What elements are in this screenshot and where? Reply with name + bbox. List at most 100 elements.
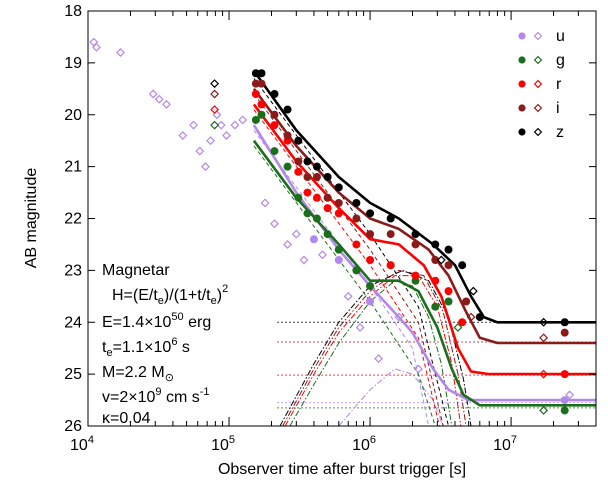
annotation-opacity: κ=0.04	[102, 410, 151, 427]
data-point-z	[411, 230, 420, 239]
data-point-r	[411, 271, 420, 280]
legend-label-z: z	[556, 124, 564, 141]
data-point-u	[560, 396, 569, 405]
data-point-z	[251, 69, 260, 78]
data-point-open-u	[195, 146, 205, 156]
data-point-open-u	[92, 42, 102, 52]
y-axis-label: AB magnitude	[23, 168, 40, 269]
data-point-g	[294, 193, 303, 202]
annotation-velocity: v=2×109 cm s-1	[102, 386, 210, 406]
annotation-model-name: Magnetar	[102, 262, 170, 279]
data-point-z	[312, 162, 321, 171]
data-point-open-u	[230, 120, 240, 130]
data-point-g	[431, 302, 440, 311]
model-curve-r	[252, 103, 596, 376]
y-tick-label: 26	[64, 418, 82, 435]
data-point-open-r	[539, 369, 549, 379]
data-point-g	[270, 147, 279, 156]
data-point-open-u	[189, 120, 198, 130]
kilonova-curve-r	[284, 275, 462, 426]
data-point-open-u	[206, 136, 216, 146]
data-point-open-u	[162, 99, 171, 109]
data-point-open-z	[539, 317, 549, 327]
y-tick-label: 23	[64, 262, 82, 279]
data-point-open-u	[299, 255, 309, 265]
data-point-z	[560, 318, 569, 327]
y-tick-label: 25	[64, 366, 82, 383]
data-point-open-u	[374, 354, 384, 364]
annotation-ejecta-mass: M=2.2 M⊙	[102, 364, 174, 384]
x-tick-label: 106	[352, 434, 376, 454]
data-point-open-u	[283, 239, 293, 249]
data-point-open-i	[210, 89, 220, 99]
kilonova-curve-u	[338, 368, 444, 426]
legend-open-marker-z	[533, 127, 543, 137]
data-point-open-u	[148, 89, 158, 99]
afterglow-curve-u	[253, 130, 430, 426]
x-axis-label: Observer time after burst trigger [s]	[218, 461, 466, 478]
data-point-u	[309, 235, 318, 244]
legend-label-i: i	[556, 100, 560, 117]
data-point-open-g	[453, 322, 463, 332]
data-point-i	[411, 240, 420, 249]
model-curve-g	[252, 139, 596, 407]
data-point-z	[475, 313, 484, 322]
data-point-open-g	[539, 405, 549, 415]
data-point-i	[386, 230, 395, 239]
data-point-g	[303, 209, 312, 218]
annotation-timescale: te=1.1×106 s	[102, 336, 190, 359]
annotation-energy: E=1.4×1050 erg	[102, 311, 211, 331]
data-point-open-u	[291, 229, 301, 239]
legend-open-marker-i	[533, 103, 543, 113]
x-tick-label: 105	[211, 434, 235, 454]
legend-open-marker-r	[533, 79, 543, 89]
data-point-g	[352, 266, 361, 275]
legend-open-marker-g	[533, 55, 543, 65]
data-point-z	[283, 105, 292, 114]
data-point-open-r	[210, 105, 220, 115]
legend-label-r: r	[556, 76, 562, 93]
data-point-r	[458, 318, 467, 327]
x-tick-label: 104	[70, 434, 94, 454]
data-point-i	[560, 328, 569, 337]
x-tick-label: 107	[493, 434, 517, 454]
data-point-g	[283, 162, 292, 171]
data-point-open-i	[539, 333, 549, 343]
legend-label-g: g	[556, 52, 565, 69]
data-point-i	[334, 198, 343, 207]
data-point-i	[257, 79, 266, 88]
data-point-z	[431, 240, 440, 249]
data-point-r	[257, 100, 266, 109]
legend-filled-marker-g	[518, 56, 526, 64]
data-point-r	[352, 240, 361, 249]
data-point-r	[334, 209, 343, 218]
data-point-r	[251, 90, 260, 98]
data-point-r	[386, 261, 395, 270]
data-point-open-u	[394, 312, 404, 322]
data-point-g	[366, 281, 375, 290]
data-point-g	[257, 110, 266, 119]
data-point-i	[352, 214, 361, 223]
data-point-i	[294, 157, 303, 166]
data-point-i	[323, 193, 332, 202]
data-point-i	[366, 230, 375, 239]
data-point-z	[334, 183, 343, 192]
y-tick-label: 19	[64, 55, 82, 72]
y-tick-label: 22	[64, 211, 82, 228]
data-point-u	[334, 256, 343, 264]
data-point-i	[444, 261, 453, 270]
legend-filled-marker-i	[518, 104, 526, 112]
data-point-r	[312, 193, 321, 202]
data-point-open-z	[468, 286, 478, 296]
data-point-g	[251, 115, 260, 124]
data-point-open-u	[413, 364, 423, 374]
y-tick-label: 18	[64, 3, 82, 20]
data-point-open-z	[436, 255, 446, 265]
data-point-z	[270, 90, 279, 98]
data-point-open-u	[355, 322, 365, 332]
annotation-spin-down-formula: H=(E/te)/(1+t/te)2	[112, 283, 228, 307]
